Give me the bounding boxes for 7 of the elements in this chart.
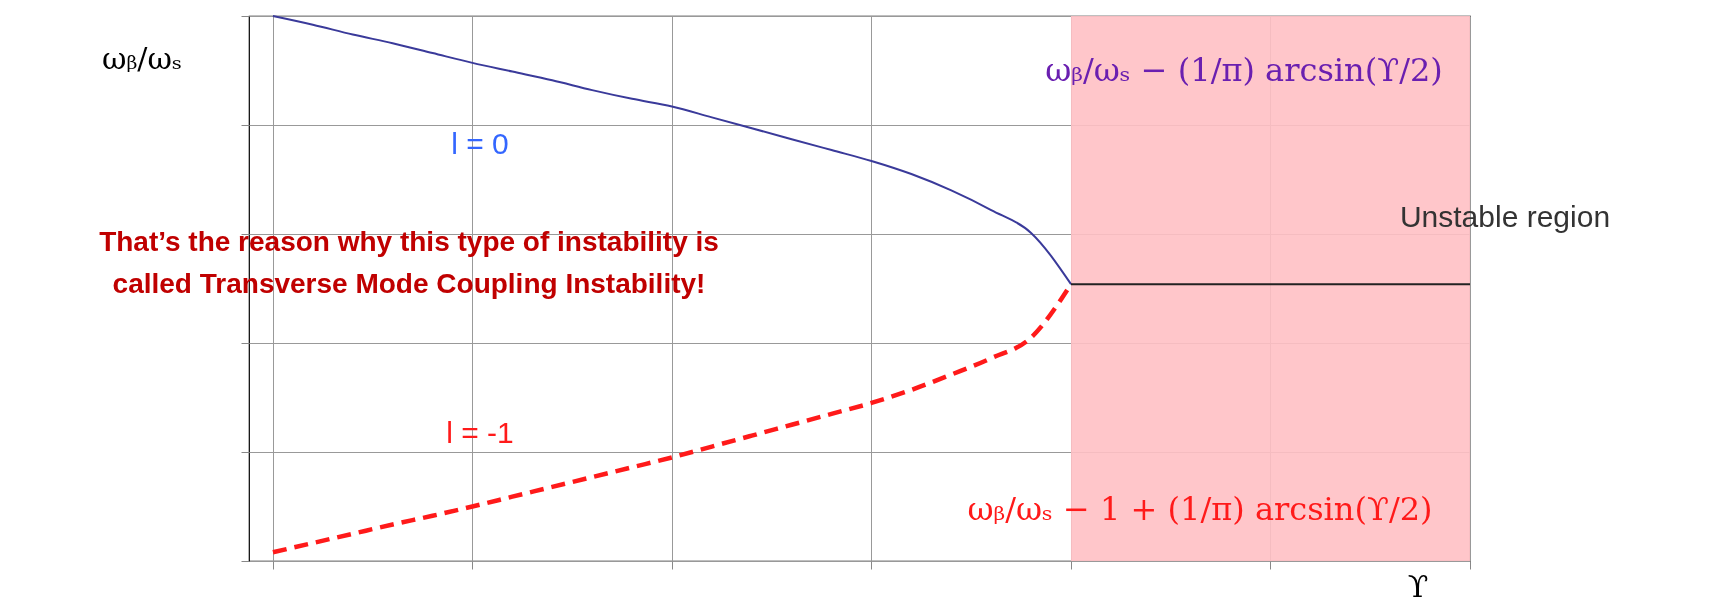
annotation: ωᵦ/ωₛ − (1/π) arcsin(ϒ/2): [1045, 51, 1443, 89]
annotation: ωᵦ/ωₛ − 1 + (1/π) arcsin(ϒ/2): [967, 490, 1433, 528]
annotation: Unstable region: [1399, 200, 1611, 233]
annotation: l = -1: [446, 416, 514, 449]
x-axis-title: ϒ: [1407, 569, 1429, 604]
y-axis-title: ωᵦ/ωₛ: [101, 41, 183, 76]
annotation: l = 0: [451, 127, 509, 160]
